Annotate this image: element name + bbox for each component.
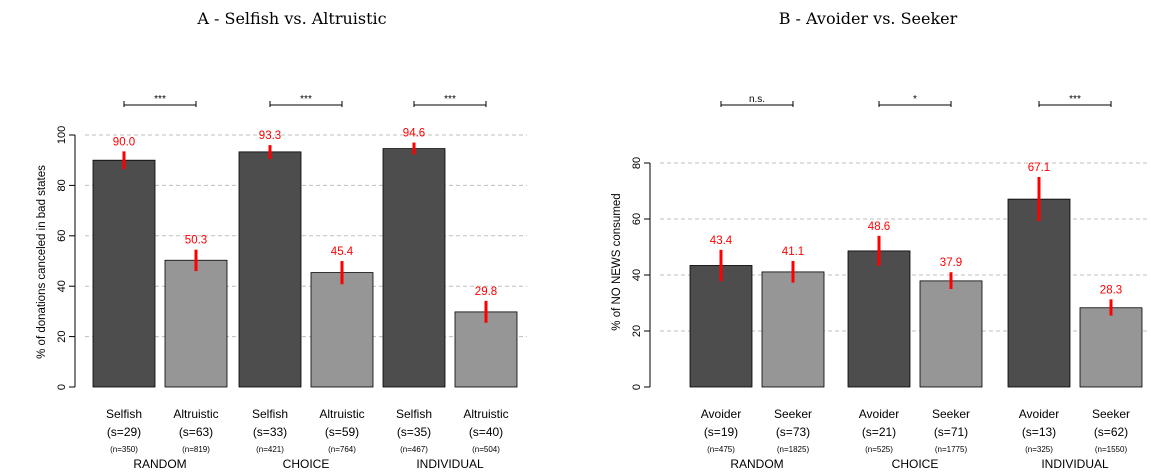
group-label: INDIVIDUAL	[416, 457, 484, 471]
bar-observation-count: (n=1550)	[1095, 445, 1128, 454]
y-tick-label: 20	[56, 330, 68, 342]
significance-label: n.s.	[749, 94, 765, 105]
y-tick-label: 40	[631, 269, 643, 281]
bar-subject-count: (s=33)	[253, 425, 287, 439]
bar-observation-count: (n=504)	[472, 445, 500, 454]
data-label: 29.8	[475, 286, 497, 298]
data-label: 28.3	[1100, 284, 1122, 296]
bar-category-label: Selfish	[252, 407, 288, 421]
significance-label: ***	[154, 94, 166, 105]
panel-b-y-axis-label: % of NO NEWS consumed	[611, 193, 623, 330]
bar-subject-count: (s=35)	[397, 425, 431, 439]
y-tick-label: 80	[56, 179, 68, 191]
group-label: RANDOM	[730, 457, 783, 471]
bar-observation-count: (n=525)	[865, 445, 893, 454]
bar	[310, 272, 374, 388]
bar	[92, 159, 156, 388]
bar-subject-count: (s=62)	[1094, 425, 1128, 439]
data-label: 43.4	[710, 235, 733, 247]
bar	[847, 250, 911, 388]
group-label: INDIVIDUAL	[1041, 457, 1109, 471]
data-label: 90.0	[113, 136, 135, 148]
bar-category-label: Altruistic	[463, 407, 508, 421]
data-label: 94.6	[403, 128, 425, 140]
bar-observation-count: (n=819)	[182, 445, 210, 454]
panel-a-y-axis-label: % of donations canceled in bad states	[36, 165, 48, 359]
significance-label: ***	[1069, 94, 1081, 105]
panel-b-title: B - Avoider vs. Seeker	[779, 9, 958, 28]
bar	[1079, 307, 1143, 388]
bar-observation-count: (n=1825)	[777, 445, 810, 454]
data-label: 37.9	[940, 257, 962, 269]
data-label: 45.4	[331, 246, 354, 258]
bar-category-label: Selfish	[106, 407, 142, 421]
bar-subject-count: (s=13)	[1022, 425, 1056, 439]
bar-subject-count: (s=29)	[107, 425, 141, 439]
bar-category-label: Selfish	[396, 407, 432, 421]
bar-category-label: Seeker	[1092, 407, 1130, 421]
panel-a: A - Selfish vs. Altruistic % of donation…	[36, 9, 527, 471]
panel-b-plot: 0 20 40 60 80 43.4 Avoider (s=19) (n=475) 41.1 See…	[631, 94, 1150, 471]
bar-category-label: Seeker	[774, 407, 812, 421]
panel-a-title: A - Selfish vs. Altruistic	[196, 9, 386, 28]
bar-observation-count: (n=475)	[707, 445, 735, 454]
bar	[382, 148, 446, 388]
data-label: 41.1	[782, 246, 804, 258]
bar-observation-count: (n=350)	[110, 445, 138, 454]
bar-category-label: Avoider	[701, 407, 741, 421]
y-tick-label: 80	[631, 157, 643, 169]
y-tick-label: 0	[56, 384, 68, 390]
bar	[689, 265, 753, 388]
data-label: 48.6	[868, 221, 890, 233]
significance-label: *	[913, 94, 917, 105]
bar	[919, 280, 983, 388]
significance-label: ***	[444, 94, 456, 105]
bar-category-label: Altruistic	[173, 407, 218, 421]
group-label: RANDOM	[133, 457, 186, 471]
bar-subject-count: (s=21)	[862, 425, 896, 439]
bar-subject-count: (s=19)	[704, 425, 738, 439]
significance-label: ***	[300, 94, 312, 105]
y-tick-label: 0	[631, 384, 643, 390]
y-tick-label: 100	[56, 126, 68, 144]
y-tick-label: 60	[631, 213, 643, 225]
bar-observation-count: (n=421)	[256, 445, 284, 454]
bar	[238, 151, 302, 388]
bar-category-label: Avoider	[1019, 407, 1059, 421]
bar-subject-count: (s=63)	[179, 425, 213, 439]
panel-a-plot: 0 20 40 60 80 100 90.0 Selfish (s=29) (n=350) 50.3…	[56, 94, 527, 471]
bar-subject-count: (s=59)	[325, 425, 359, 439]
data-label: 50.3	[185, 235, 207, 247]
bar	[454, 311, 518, 388]
bar-subject-count: (s=73)	[776, 425, 810, 439]
group-label: CHOICE	[892, 457, 939, 471]
bar-category-label: Altruistic	[319, 407, 364, 421]
panel-b: B - Avoider vs. Seeker % of NO NEWS cons…	[611, 9, 1150, 471]
bar-subject-count: (s=40)	[469, 425, 503, 439]
bar-category-label: Avoider	[859, 407, 899, 421]
y-tick-label: 60	[56, 230, 68, 242]
data-label: 93.3	[259, 130, 281, 142]
group-label: CHOICE	[283, 457, 330, 471]
y-tick-label: 40	[56, 280, 68, 292]
bar-observation-count: (n=467)	[400, 445, 428, 454]
bar-observation-count: (n=764)	[328, 445, 356, 454]
bar	[761, 271, 825, 388]
y-tick-label: 20	[631, 325, 643, 337]
bar-category-label: Seeker	[932, 407, 970, 421]
bar-observation-count: (n=1775)	[935, 445, 968, 454]
bar-subject-count: (s=71)	[934, 425, 968, 439]
data-label: 67.1	[1028, 162, 1050, 174]
bar	[1007, 198, 1071, 388]
bar-observation-count: (n=325)	[1025, 445, 1053, 454]
bar	[164, 259, 228, 388]
